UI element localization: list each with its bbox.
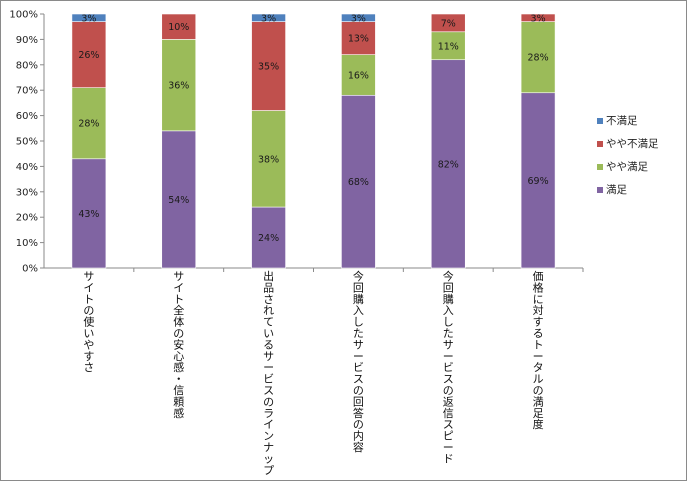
category-label: サイト全体の安心感・信頼感 [173, 270, 184, 420]
data-label: 38% [258, 154, 279, 165]
bar-segment [161, 39, 197, 132]
bar-segment [71, 13, 107, 22]
data-label: 68% [348, 177, 369, 188]
y-tick-label: 80% [16, 60, 38, 71]
y-tick-label: 90% [16, 35, 38, 46]
legend-swatch [597, 164, 603, 170]
y-tick-label: 0% [22, 264, 38, 275]
data-label: 3% [81, 13, 96, 24]
data-label: 82% [438, 159, 459, 170]
bar-segment [430, 59, 466, 269]
bar-segment [341, 94, 376, 269]
data-label: 28% [78, 119, 99, 130]
category-label: 今回購入したサービスの回答の内容 [353, 269, 364, 454]
y-tick-label: 20% [16, 213, 38, 224]
legend-swatch [597, 141, 603, 147]
data-label: 13% [348, 34, 369, 45]
bar-segment [71, 21, 107, 88]
data-label: 3% [531, 13, 546, 24]
y-tick-label: 70% [16, 86, 38, 97]
category-label: 今回購入したサービスの返信スピード [443, 269, 454, 465]
bar-segment [430, 13, 466, 33]
data-label: 16% [348, 70, 369, 81]
data-label: 7% [441, 18, 456, 29]
bar-segment [251, 21, 286, 111]
data-label: 11% [438, 41, 459, 52]
data-label: 10% [168, 22, 189, 33]
data-label: 3% [351, 13, 366, 24]
y-tick-label: 50% [16, 137, 38, 148]
bar-segment [341, 54, 376, 96]
bar-segment [520, 92, 556, 269]
bar-segment [520, 21, 556, 94]
data-label: 28% [528, 53, 549, 64]
legend-label: やや不満足 [606, 138, 659, 150]
data-label: 69% [528, 176, 549, 187]
data-label: 54% [168, 195, 189, 206]
legend-swatch [597, 187, 603, 193]
bar-segment [341, 21, 376, 55]
category-label: 価格に対するトータルの満足度 [533, 270, 544, 431]
bar-segment [71, 158, 107, 269]
legend-swatch [597, 118, 603, 124]
bar-segment [520, 13, 556, 22]
category-label: 出品されているサービスのラインナップ [263, 269, 274, 477]
data-label: 43% [78, 209, 99, 220]
category-label: サイトの使いやすさ [83, 270, 94, 374]
y-tick-label: 30% [16, 187, 38, 198]
bar-segment [161, 13, 197, 40]
data-label: 26% [78, 50, 99, 61]
legend-label: 不満足 [606, 115, 638, 127]
bar-segment [341, 13, 376, 22]
y-tick-label: 40% [16, 162, 38, 173]
bar-segment [251, 206, 286, 269]
bar-segment [71, 87, 107, 160]
y-tick-label: 10% [16, 238, 38, 249]
legend-label: 満足 [606, 184, 627, 196]
bar-segment [251, 13, 286, 22]
data-label: 36% [168, 81, 189, 92]
data-label: 24% [258, 233, 279, 244]
data-label: 3% [261, 13, 276, 24]
data-label: 35% [258, 62, 279, 73]
legend-label: やや満足 [606, 161, 648, 173]
y-tick-label: 60% [16, 111, 38, 122]
y-tick-label: 100% [9, 10, 38, 21]
